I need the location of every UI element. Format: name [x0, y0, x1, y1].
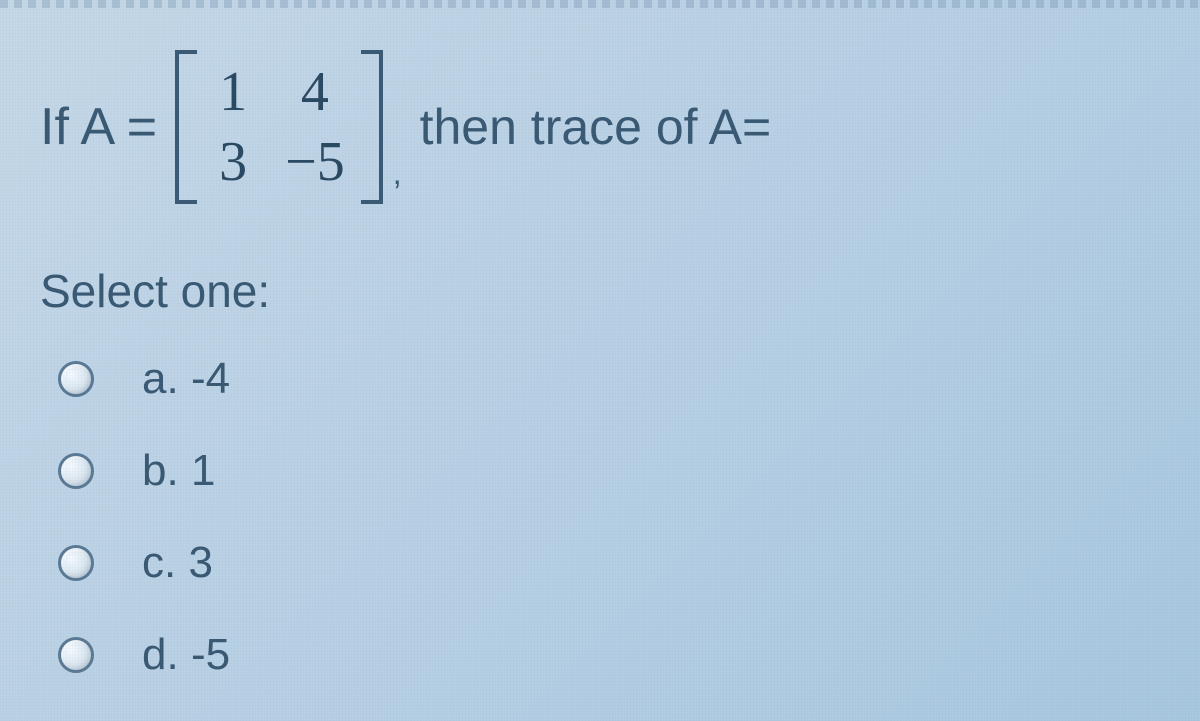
option-d-label: d. -5 [142, 630, 230, 680]
option-c[interactable]: c. 3 [40, 538, 1160, 588]
option-b[interactable]: b. 1 [40, 446, 1160, 496]
matrix-cell-0-0: 1 [213, 60, 253, 124]
radio-d[interactable] [58, 637, 94, 673]
option-b-label: b. 1 [142, 446, 215, 496]
option-a-letter: a. [142, 354, 179, 403]
matrix-cells: 1 4 3 −5 [193, 50, 365, 204]
radio-a[interactable] [58, 361, 94, 397]
radio-c[interactable] [58, 545, 94, 581]
matrix-cell-0-1: 4 [285, 60, 345, 124]
option-a-value: -4 [191, 354, 230, 403]
option-b-value: 1 [191, 446, 215, 495]
option-b-letter: b. [142, 446, 179, 495]
option-d[interactable]: d. -5 [40, 630, 1160, 680]
radio-b[interactable] [58, 453, 94, 489]
option-d-letter: d. [142, 630, 179, 679]
option-c-letter: c. [142, 538, 176, 587]
option-c-value: 3 [188, 538, 212, 587]
comma: , [393, 155, 402, 192]
question-suffix: then trace of A= [420, 98, 772, 156]
select-one-prompt: Select one: [40, 264, 1160, 318]
option-a-label: a. -4 [142, 354, 230, 404]
matrix: 1 4 3 −5 [175, 50, 383, 204]
matrix-cell-1-0: 3 [213, 130, 253, 194]
top-dashed-border [0, 0, 1200, 8]
option-c-label: c. 3 [142, 538, 213, 588]
question-prefix: If A = [40, 97, 157, 157]
right-bracket-icon [365, 50, 383, 204]
option-d-value: -5 [191, 630, 230, 679]
matrix-cell-1-1: −5 [285, 130, 345, 194]
option-a[interactable]: a. -4 [40, 354, 1160, 404]
question-text: If A = 1 4 3 −5 , then trace of A= [40, 50, 1160, 204]
left-bracket-icon [175, 50, 193, 204]
